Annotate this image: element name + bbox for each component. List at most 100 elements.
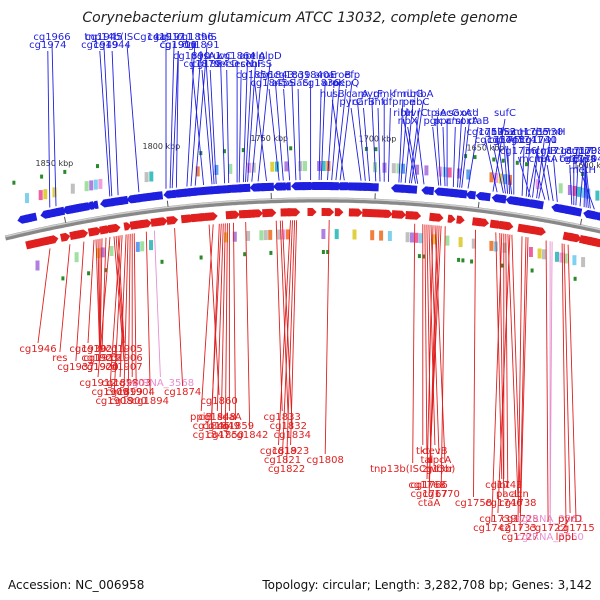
cog-block-inner [100,247,105,258]
reverse-gene-leader [75,241,85,362]
reverse-gene-label: cg1842 [231,430,268,441]
reverse-gene-arrow [107,223,121,234]
forward-gene-label: cg1896 [176,32,213,43]
forward-gene-label: tnp14b(ISCg14a) [84,32,169,43]
reverse-gene-leader [210,223,220,430]
reverse-gene-leader [109,235,121,387]
marker-outer [374,147,378,152]
cog-block-outer [503,174,508,185]
scale-tick [166,200,169,207]
forward-gene-leader [350,107,362,181]
reverse-gene-label: cg1907 [105,362,142,373]
forward-gene-label: cg1944 [93,40,130,51]
forward-gene-label: pgk [423,116,442,127]
cog-block-inner [149,240,153,251]
forward-gene-label: nanH [501,127,527,138]
reverse-gene-leader [567,244,577,523]
reverse-gene-label: cg1920 [81,362,118,373]
forward-gene-label: cg1945 [85,32,122,43]
cog-block-outer [401,163,406,174]
reverse-gene-label: cg1848 [199,412,236,423]
forward-gene-leader [432,126,440,186]
reverse-gene-leader [412,223,416,464]
reverse-gene-label: cg1924 [81,362,118,373]
forward-gene-label: cg1717 [555,146,592,157]
forward-gene-arrow [291,182,302,191]
cog-block-inner [352,229,357,240]
forward-gene-leader [536,137,546,199]
forward-gene-label: cg1741 [505,135,542,146]
forward-gene-arrow [499,195,507,204]
reverse-gene-leader [519,236,527,514]
forward-gene-label: uppP [571,146,596,157]
forward-gene-label: cg1736 [500,146,537,157]
reverse-gene-label: cg1832 [270,421,307,432]
cog-block-outer [572,185,577,196]
cog-block-outer [457,168,461,179]
forward-gene-leader [457,118,462,188]
forward-gene-label: cg1845 [250,78,287,89]
marker-inner [160,259,164,264]
marker-outer [492,157,496,162]
forward-gene-leader [436,118,442,186]
forward-gene-leader [540,156,550,201]
marker-outer [222,149,226,154]
marker-inner [470,259,474,264]
marker-outer [40,174,44,179]
scale-tick-label: 1850 kbp [36,159,74,168]
marker-outer [525,162,529,167]
forward-gene-arrow [82,202,90,211]
reverse-gene-leader [113,235,123,396]
forward-gene-arrow [115,195,129,205]
reverse-gene-label: res [52,353,67,364]
reverse-gene-arrow [166,216,179,225]
reverse-gene-arrow [334,208,344,217]
forward-gene-label: cg1917 [147,32,184,43]
reverse-gene-label: cg1849 [203,421,240,432]
scale-tick-label: 1800 kbp [143,142,181,151]
marker-inner [321,250,325,254]
cog-block-outer [214,164,219,175]
forward-gene-leader [245,69,252,183]
forward-gene-leader [415,118,425,185]
forward-gene-leader [331,99,345,181]
forward-gene-leader [569,164,573,205]
forward-gene-leader [205,61,215,185]
reverse-gene-leader [545,240,549,523]
reverse-gene-label: cg1937 [57,362,94,373]
cog-block-inner [405,232,410,243]
forward-gene-leader [268,88,280,181]
forward-gene-arrow [299,182,312,191]
forward-gene-leader [452,126,456,188]
forward-gene-leader [461,118,471,188]
forward-gene-leader [103,42,113,197]
forward-gene-label: cg1735 [512,127,549,138]
forward-gene-arrow [199,186,210,195]
cog-block-outer [396,163,401,174]
forward-gene-leader [377,107,381,182]
forward-gene-leader [459,126,467,188]
marker-inner [269,250,273,255]
reverse-gene-arrow [505,221,514,231]
reverse-gene-leader [127,233,131,396]
forward-gene-arrow [425,186,435,196]
reverse-gene-label: cg1874 [164,387,201,398]
forward-gene-label: aroB [328,70,351,81]
reverse-gene-arrow [570,233,582,243]
forward-gene-label: sufC [494,108,516,119]
forward-gene-arrow [336,182,348,191]
reverse-gene-leader [279,220,289,421]
forward-gene-leader [442,126,446,187]
cog-block-outer [489,172,494,183]
forward-gene-leader [257,61,271,182]
cog-block-outer [577,186,581,197]
marker-inner [457,257,461,262]
reverse-gene-label: ctaA [418,498,441,509]
forward-gene-label: carB [352,97,375,108]
forward-gene-leader [47,50,51,208]
reverse-gene-leader [519,237,529,532]
marker-inner [61,276,65,281]
forward-gene-label: pepQ [333,78,360,89]
forward-gene-arrow [465,190,476,200]
backbone-arc [4,197,600,241]
